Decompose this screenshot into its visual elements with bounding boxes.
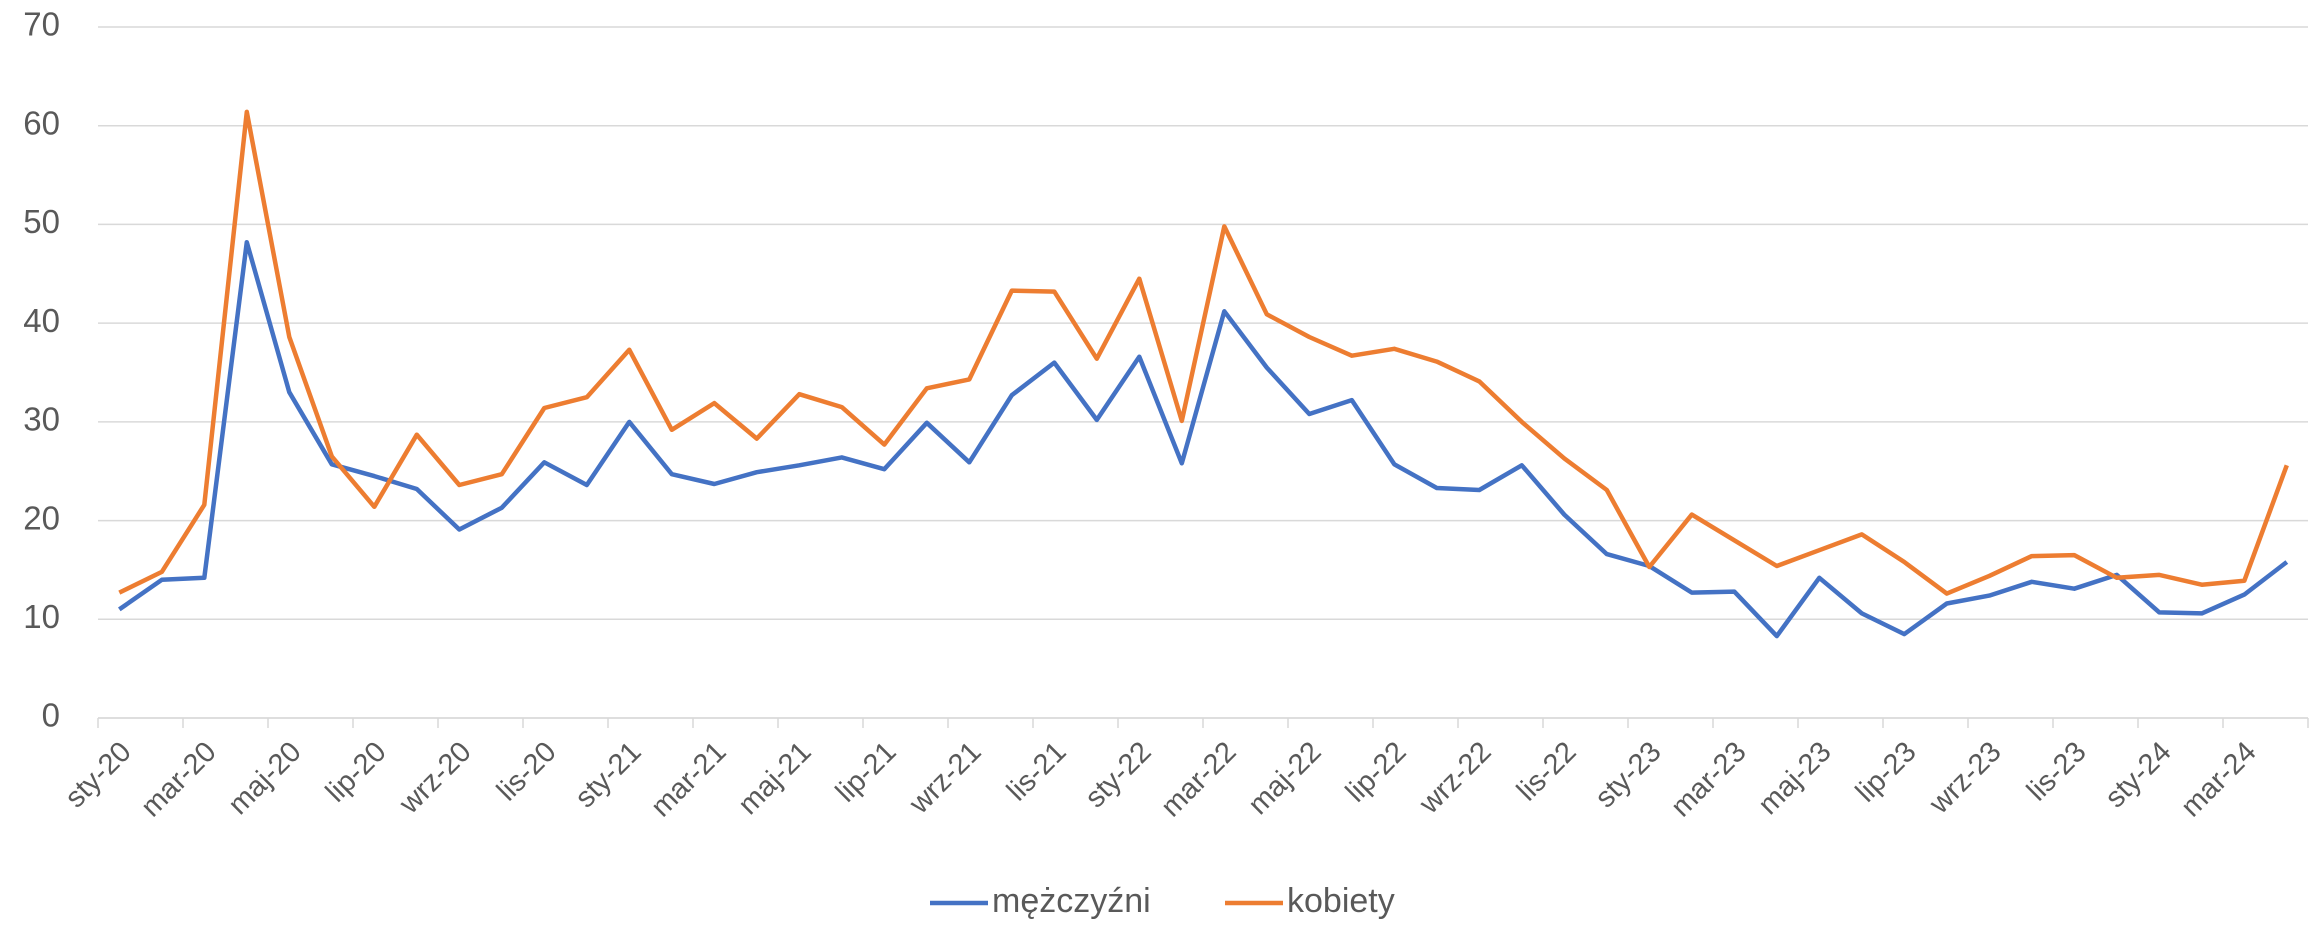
- y-tick-label: 30: [23, 401, 60, 438]
- y-tick-label: 40: [23, 302, 60, 339]
- y-tick-label: 70: [23, 6, 60, 43]
- x-tick-label: mar-23: [1665, 736, 1753, 824]
- x-tick-label: lis-21: [1001, 736, 1073, 808]
- x-tick-label: lip-21: [830, 736, 903, 809]
- x-tick-label: wrz-21: [903, 736, 988, 821]
- x-tick-label: maj-21: [732, 736, 817, 821]
- x-tick-label: mar-21: [645, 736, 733, 824]
- x-tick-label: maj-23: [1752, 736, 1837, 821]
- y-tick-label: 60: [23, 104, 60, 141]
- series-line: [118, 109, 2289, 596]
- x-tick-label: mar-22: [1155, 736, 1243, 824]
- series-line: [118, 239, 2289, 639]
- x-tick-label: lip-23: [1850, 736, 1923, 809]
- x-tick-label: sty-23: [1589, 736, 1667, 814]
- x-tick-label: lis-23: [2021, 736, 2093, 808]
- x-tick-label: wrz-22: [1413, 736, 1498, 821]
- x-tick-label: maj-20: [222, 736, 307, 821]
- y-tick-label: 20: [23, 499, 60, 536]
- x-tick-label: mar-20: [135, 736, 223, 824]
- x-tick-label: lis-22: [1511, 736, 1583, 808]
- x-tick-label: sty-24: [2099, 736, 2177, 814]
- x-tick-label: maj-22: [1242, 736, 1327, 821]
- x-tick-label: lip-20: [320, 736, 393, 809]
- x-tick-label: wrz-23: [1923, 736, 2008, 821]
- x-tick-label: sty-22: [1079, 736, 1157, 814]
- y-tick-label: 50: [23, 203, 60, 240]
- legend-label: mężczyźni: [992, 882, 1151, 920]
- legend-label: kobiety: [1287, 882, 1395, 920]
- x-tick-label: sty-21: [569, 736, 647, 814]
- x-tick-label: lis-20: [491, 736, 563, 808]
- y-tick-label: 10: [23, 598, 60, 635]
- y-tick-label: 0: [42, 697, 60, 734]
- x-tick-label: lip-22: [1340, 736, 1413, 809]
- x-tick-label: mar-24: [2175, 736, 2263, 824]
- x-tick-label: wrz-20: [393, 736, 478, 821]
- x-tick-label: sty-20: [59, 736, 137, 814]
